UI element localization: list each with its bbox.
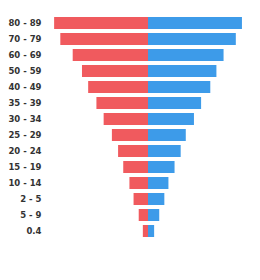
svg-text:10 - 14: 10 - 14: [8, 178, 41, 188]
svg-text:15 - 19: 15 - 19: [8, 162, 41, 172]
svg-text:60 - 69: 60 - 69: [8, 50, 41, 60]
svg-text:35 - 39: 35 - 39: [8, 98, 41, 108]
svg-text:50 - 59: 50 - 59: [8, 66, 41, 76]
svg-text:0.4: 0.4: [26, 226, 41, 236]
svg-text:25 - 29: 25 - 29: [8, 130, 41, 140]
svg-text:80 - 89: 80 - 89: [8, 18, 41, 28]
svg-text:2 - 5: 2 - 5: [20, 194, 41, 204]
svg-text:30 - 34: 30 - 34: [8, 114, 41, 124]
svg-text:70 - 79: 70 - 79: [8, 34, 41, 44]
svg-text:5 - 9: 5 - 9: [20, 210, 41, 220]
svg-text:20 - 24: 20 - 24: [8, 146, 41, 156]
svg-text:40 - 49: 40 - 49: [8, 82, 41, 92]
